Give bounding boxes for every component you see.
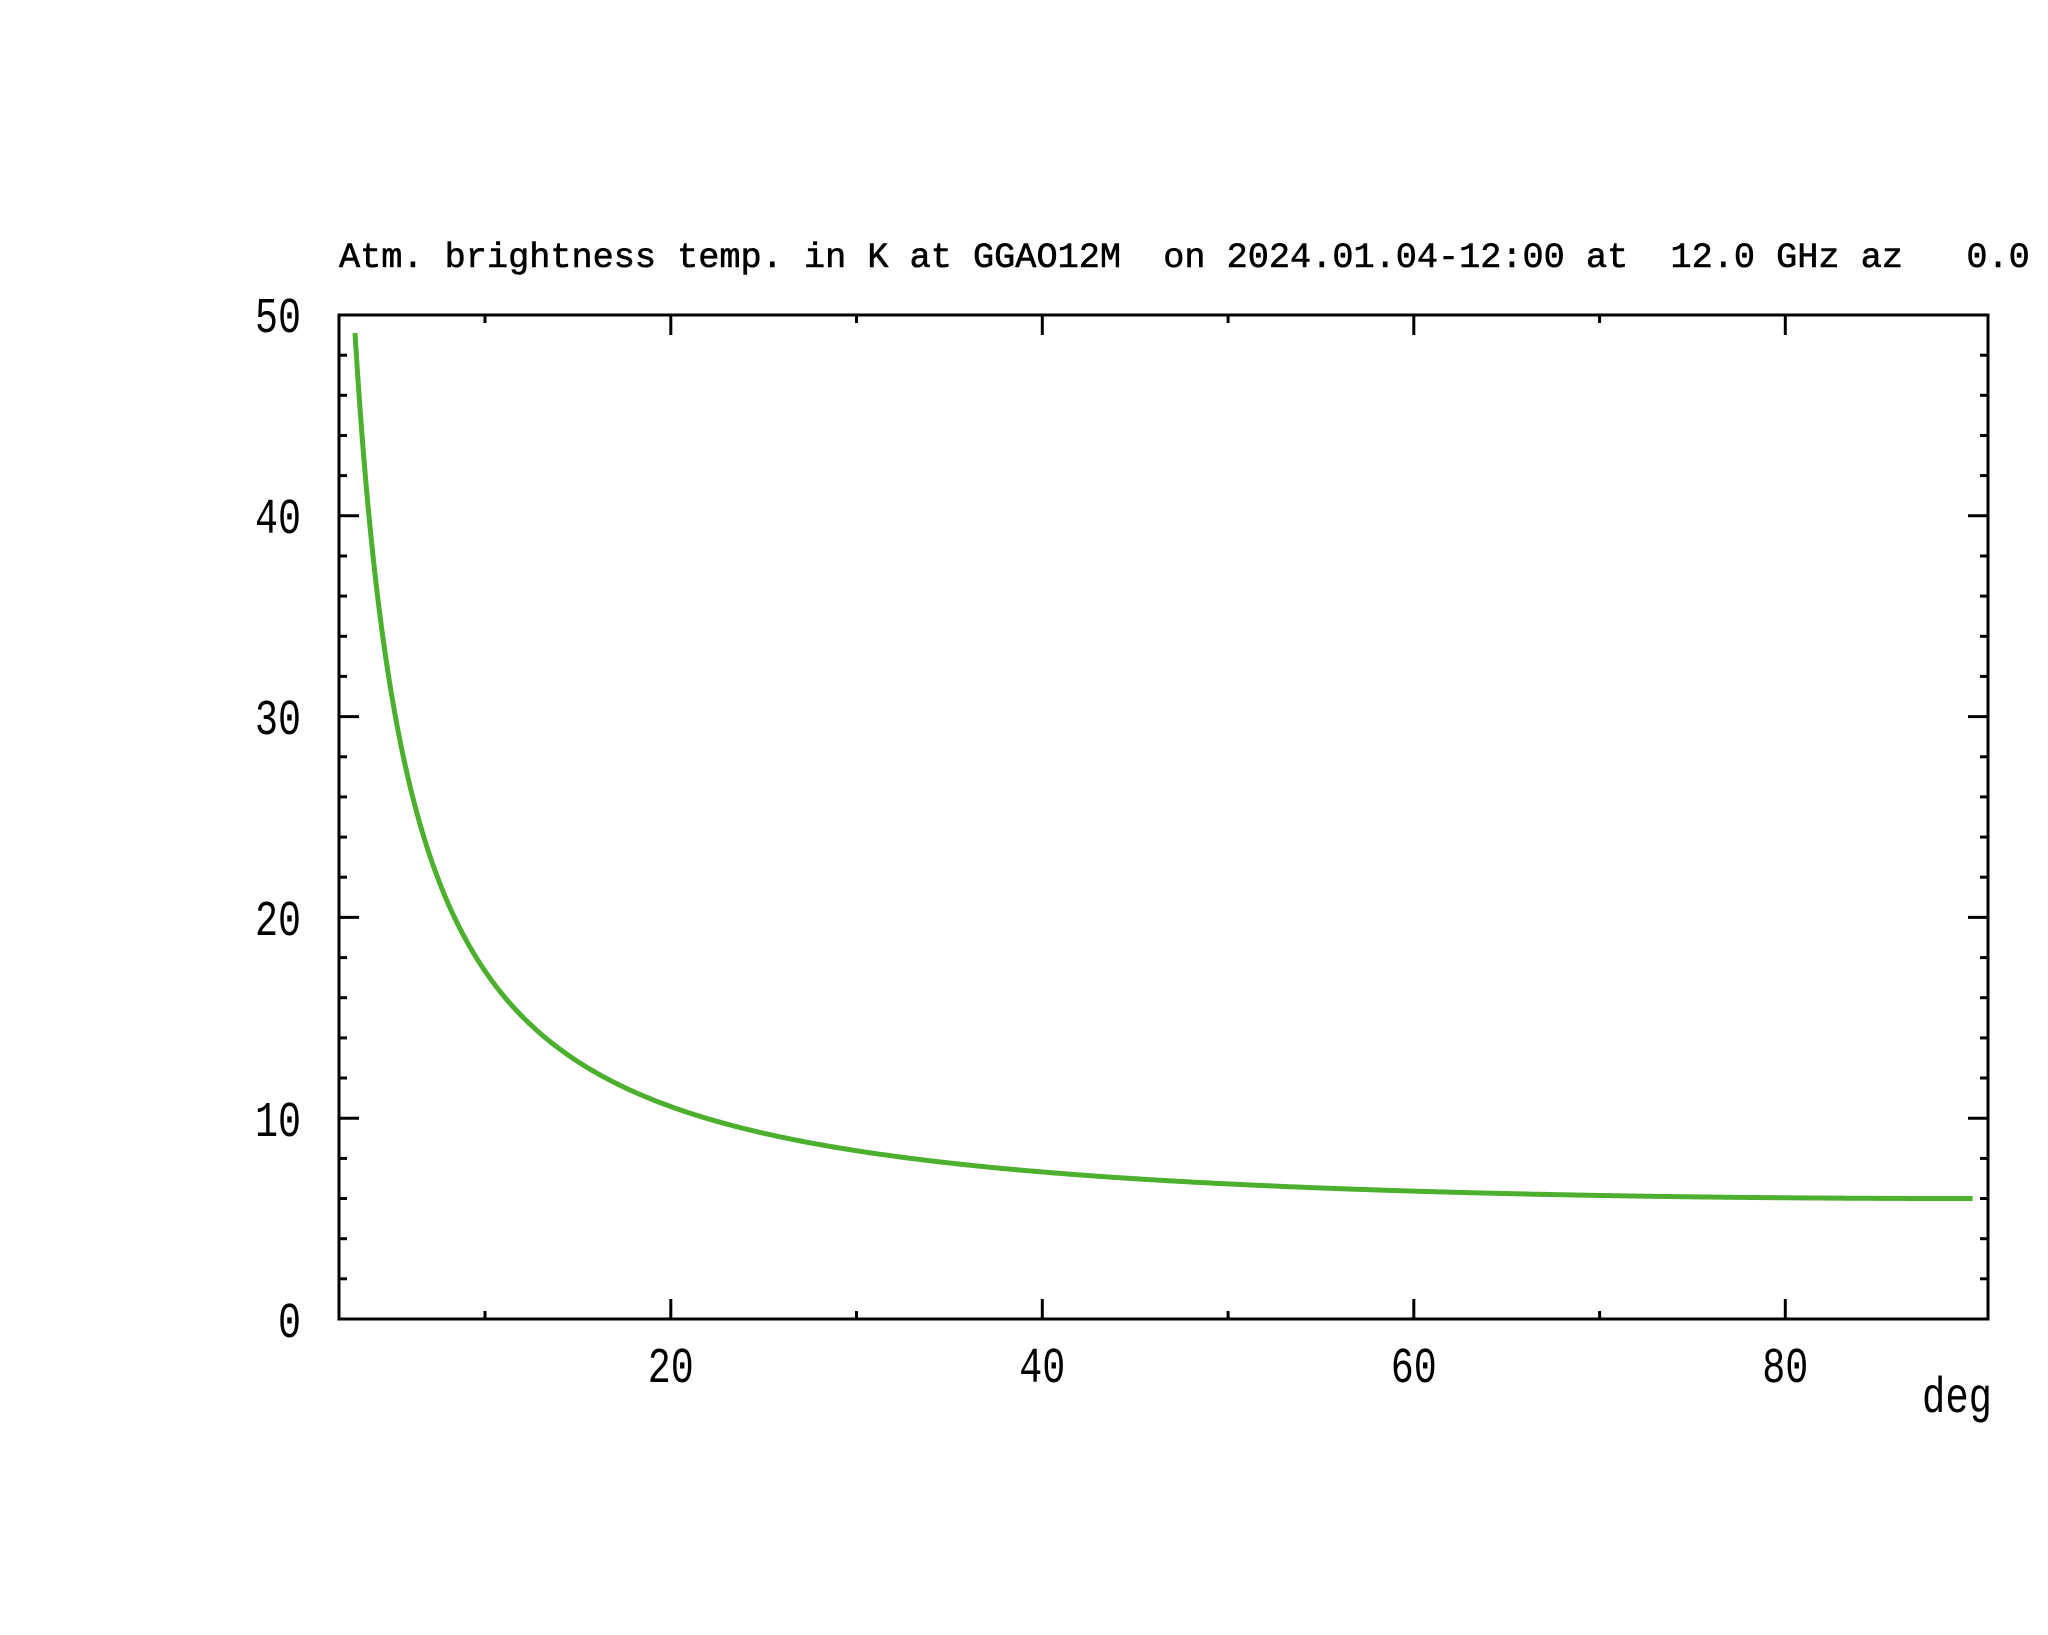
svg-text:30: 30 bbox=[255, 693, 301, 750]
svg-text:40: 40 bbox=[255, 492, 301, 549]
svg-text:80: 80 bbox=[1762, 1341, 1808, 1398]
svg-text:Atm. brightness temp. in K at: Atm. brightness temp. in K at GGAO12M on… bbox=[339, 238, 2030, 278]
svg-text:20: 20 bbox=[648, 1341, 694, 1398]
svg-text:20: 20 bbox=[255, 894, 301, 951]
svg-text:40: 40 bbox=[1019, 1341, 1065, 1398]
svg-text:deg: deg bbox=[1922, 1371, 1992, 1428]
svg-text:10: 10 bbox=[255, 1095, 301, 1152]
svg-text:0: 0 bbox=[278, 1296, 301, 1353]
svg-text:50: 50 bbox=[255, 291, 301, 348]
svg-text:60: 60 bbox=[1391, 1341, 1437, 1398]
